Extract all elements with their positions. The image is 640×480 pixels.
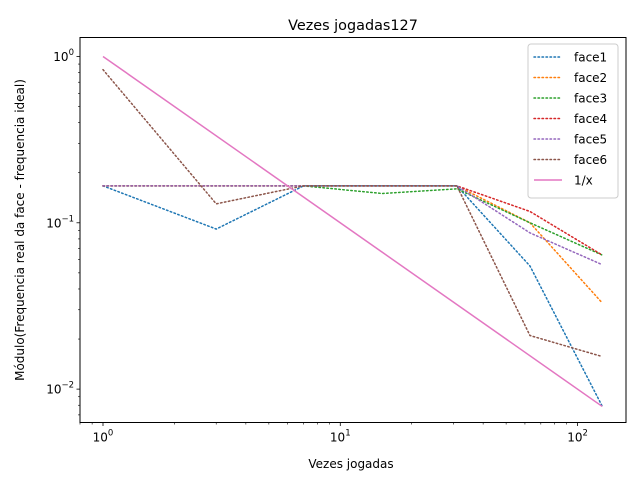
series-line-6	[102, 68, 603, 358]
chart-title: Vezes jogadas127	[288, 18, 418, 34]
legend-label-4: face4	[574, 112, 607, 126]
legend-label-1: face1	[574, 51, 607, 65]
x-axis-label: Vezes jogadas	[308, 457, 393, 471]
legend: face1 face2 face3 face4 face5 face6 1/x	[527, 43, 619, 199]
y-axis-label: Módulo(Frequencia real da face - frequen…	[13, 79, 27, 381]
x-tick-label: 100	[93, 429, 114, 445]
series-line-7	[102, 55, 603, 408]
y-tick-label: 10−2	[46, 381, 74, 397]
legend-label-6: face6	[574, 153, 607, 167]
x-tick-label: 101	[330, 429, 351, 445]
y-axis: 10−2 10−1 100	[46, 48, 80, 416]
legend-label-7: 1/x	[574, 174, 593, 188]
y-tick-label: 10−1	[46, 214, 74, 230]
plot-frame	[79, 37, 627, 423]
x-axis: 100 101 102	[79, 422, 588, 445]
legend-label-3: face3	[574, 92, 607, 106]
plot-lines	[102, 55, 603, 408]
legend-label-2: face2	[574, 71, 607, 85]
x-tick-label: 102	[567, 429, 588, 445]
series-line-5	[102, 185, 603, 266]
y-tick-label: 100	[53, 48, 74, 64]
legend-label-5: face5	[574, 133, 607, 147]
